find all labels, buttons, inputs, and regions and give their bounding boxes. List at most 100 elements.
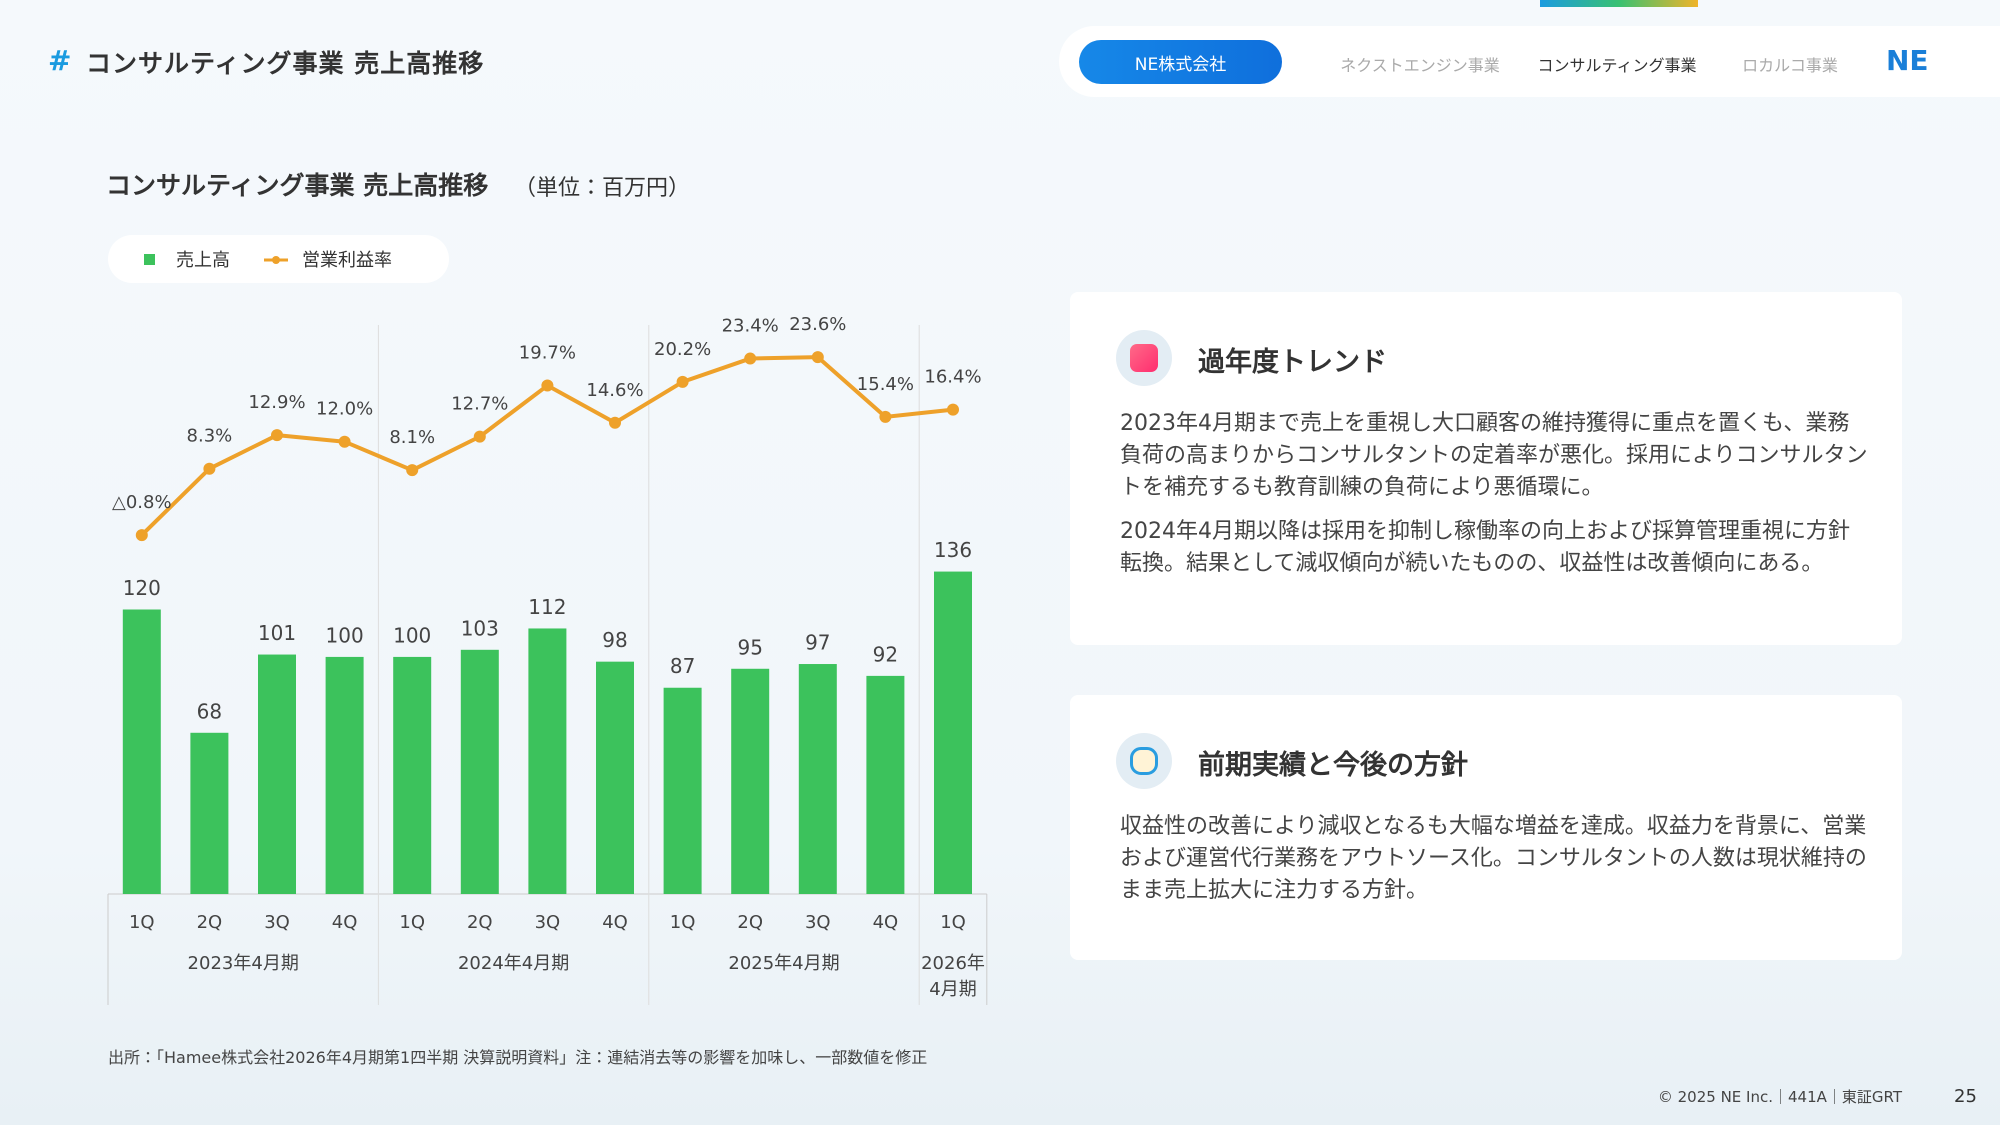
header-title: コンサルティング事業 売上高推移: [86, 49, 485, 78]
x-tick-label: 1Q: [670, 912, 696, 933]
bar: [798, 664, 837, 894]
card-title: 前期実績と今後の方針: [1198, 750, 1468, 781]
nav-active[interactable]: NE株式会社: [1079, 40, 1282, 84]
legend-swatch: [272, 256, 280, 264]
line-point: [609, 416, 621, 429]
data-label: 19.7%: [519, 343, 576, 364]
bar: [393, 656, 432, 894]
icon-search: [1116, 733, 1172, 789]
data-label: 136: [934, 538, 972, 562]
data-label: 23.6%: [789, 314, 846, 335]
nav-item[interactable]: ネクストエンジン事業: [1340, 56, 1500, 75]
line-point: [338, 435, 351, 448]
card-text: 2023年4月期まで売上を重視し大口顧客の維持獲得に重点を置くも、業務負荷の高ま…: [1120, 411, 1868, 500]
legend-label: 売上高: [176, 250, 230, 271]
line-point: [473, 430, 486, 443]
data-label: △0.8%: [112, 492, 172, 513]
line-point: [676, 375, 689, 388]
data-label: 23.4%: [722, 316, 779, 337]
data-label: 16.4%: [924, 367, 981, 388]
line-point: [135, 529, 148, 542]
data-label: 100: [326, 623, 364, 647]
x-tick-label: 3Q: [805, 912, 831, 933]
chart: 売上高 営業利益率 1Q 2Q 3Q 4Q 1Q 2Q 3Q 4Q 1Q 2Q 3Q 4Q 1Q 120 68 1…: [107, 250, 988, 1005]
line-point: [203, 462, 216, 475]
card-body: 2023年4月期まで売上を重視し大口顧客の維持獲得に重点を置くも、業務負荷の高ま…: [1120, 408, 1870, 592]
data-label: 100: [393, 623, 431, 647]
nav-item[interactable]: ロカルコ事業: [1742, 56, 1838, 75]
chart-title: コンサルティング事業 売上高推移: [106, 171, 489, 200]
data-label: 95: [737, 635, 762, 659]
legend-items: 売上高 営業利益率: [144, 250, 392, 271]
page-number: 25: [1954, 1086, 1977, 1107]
bar: [258, 654, 296, 894]
bar: [528, 628, 567, 894]
data-label: 12.7%: [451, 394, 508, 415]
bar: [663, 687, 702, 894]
line-point: [811, 351, 824, 364]
bar: [866, 675, 905, 894]
data-label: 87: [670, 654, 695, 678]
x-tick-label: 4Q: [332, 912, 358, 933]
data-label: 120: [123, 576, 161, 600]
bar: [325, 656, 364, 894]
data-label: 101: [258, 621, 296, 645]
nav-indicator: [1540, 0, 1698, 7]
bar: [190, 732, 229, 894]
data-label: 12.9%: [248, 392, 305, 413]
header-mark: #: [48, 44, 72, 77]
period-label: 2025年4月期: [728, 953, 840, 974]
x-tick-label: 1Q: [940, 912, 966, 933]
legend-label: 営業利益率: [302, 250, 392, 271]
data-label: 68: [197, 699, 222, 723]
line-point: [541, 379, 554, 392]
bar: [122, 609, 161, 894]
copyright: © 2025 NE Inc.｜441A｜東証GRT: [1657, 1088, 1902, 1106]
period-label: 2024年4月期: [457, 953, 570, 974]
x-tick-label: 3Q: [535, 912, 561, 933]
x-tick-label: 4Q: [602, 912, 628, 933]
data-label: 98: [602, 628, 627, 652]
card-title: 過年度トレンド: [1198, 347, 1387, 378]
card-text: 収益性の改善により減収となるも大幅な増益を達成。収益力を背景に、営業および運営代…: [1120, 814, 1867, 903]
data-label: 97: [805, 631, 830, 655]
x-tick-label: 2Q: [737, 912, 763, 933]
line-point: [879, 410, 892, 423]
data-label: 112: [528, 595, 566, 619]
x-tick-label: 4Q: [873, 912, 899, 933]
line-point: [744, 352, 757, 365]
line-point: [947, 403, 959, 416]
icon-trend: [1116, 330, 1172, 386]
period-label: 2023年4月期: [187, 953, 299, 974]
data-label: 8.3%: [187, 426, 233, 447]
bar: [460, 649, 499, 894]
line-point: [406, 464, 419, 477]
data-label: 8.1%: [389, 427, 435, 448]
logo[interactable]: NE: [1886, 44, 1929, 77]
card: 前期実績と今後の方針 収益性の改善により減収となるも大幅な増益を達成。収益力を背…: [1070, 695, 1902, 960]
x-tick-label: 2Q: [467, 912, 493, 933]
source-note: 出所：「Hamee株式会社2026年4月期第1四半期 決算説明資料」注：連結消去…: [108, 1048, 928, 1067]
line-point: [271, 429, 283, 442]
data-label: 12.0%: [316, 399, 373, 420]
bar: [934, 571, 972, 894]
data-label: 20.2%: [654, 339, 711, 360]
bar: [731, 668, 770, 894]
card-body: 収益性の改善により減収となるも大幅な増益を達成。収益力を背景に、営業および運営代…: [1120, 811, 1870, 919]
x-tick-label: 1Q: [129, 912, 155, 933]
period-label: 2026年 4月期: [921, 953, 985, 1000]
x-tick-label: 2Q: [197, 912, 223, 933]
bar: [596, 661, 634, 894]
legend-swatch: [144, 254, 155, 265]
x-tick-label: 1Q: [399, 912, 425, 933]
data-label: 92: [873, 642, 898, 666]
data-label: 14.6%: [586, 380, 643, 401]
card-text: 2024年4月期以降は採用を抑制し稼働率の向上および採算管理重視に方針転換。結果…: [1120, 519, 1850, 576]
card: 過年度トレンド 2023年4月期まで売上を重視し大口顧客の維持獲得に重点を置くも…: [1070, 292, 1902, 645]
data-label: 15.4%: [857, 374, 914, 395]
chart-subtitle: （単位：百万円）: [514, 176, 691, 201]
x-tick-label: 3Q: [264, 912, 290, 933]
nav-item[interactable]: コンサルティング事業: [1537, 56, 1697, 75]
data-label: 103: [461, 616, 499, 640]
